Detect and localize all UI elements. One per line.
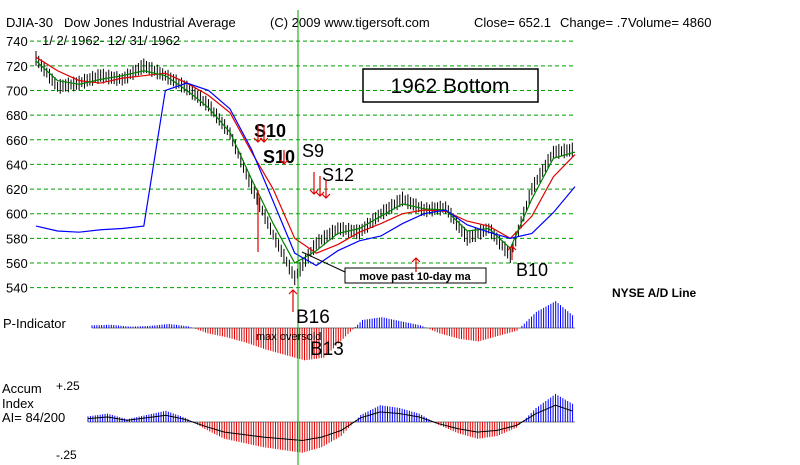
ma21-line — [35, 56, 576, 254]
header-close: Close= 652.1 — [474, 15, 551, 30]
header-copyright: (C) 2009 www.tigersoft.com — [270, 15, 430, 30]
label-index: Index — [2, 396, 34, 411]
ad-line — [35, 82, 576, 267]
arrow-s12-a — [309, 172, 319, 195]
arrow-b16 — [288, 289, 298, 312]
title-box — [362, 68, 539, 103]
y-tick-label: 620 — [6, 182, 28, 197]
ma10-line — [35, 60, 576, 264]
signal-b10: B10 — [516, 260, 548, 280]
callout-text: move past 10-day ma — [359, 271, 471, 283]
label-ai-ratio: AI= 84/200 — [2, 410, 65, 425]
signal-s10-upper: S10 — [254, 121, 286, 141]
arrow-s12-b — [315, 176, 325, 197]
y-tick-label: 560 — [6, 256, 28, 271]
header-name: Dow Jones Industrial Average — [64, 15, 236, 30]
arrow-s12-c — [321, 180, 331, 199]
arrow-s10-c — [279, 150, 289, 165]
arrow-b10 — [507, 245, 517, 260]
y-tick-label: 540 — [6, 281, 28, 296]
signal-arrows — [253, 125, 517, 312]
title-box-text: 1962 Bottom — [390, 75, 509, 98]
label-accum: Accum — [2, 381, 42, 396]
header-symbol: DJIA-30 — [6, 15, 53, 30]
y-tick-label: 660 — [6, 133, 28, 148]
signal-b13: B13 — [310, 339, 344, 360]
y-tick-label: 600 — [6, 207, 28, 222]
ai-top-tick: +.25 — [56, 379, 80, 393]
signal-s12: S12 — [322, 165, 354, 185]
y-tick-label: 640 — [6, 157, 28, 172]
note-max-oversold: max oversold — [256, 331, 321, 343]
ai-ma-line — [87, 404, 573, 441]
signal-b16: B16 — [296, 307, 330, 328]
y-tick-label: 740 — [6, 34, 28, 49]
arrow-s10-b — [259, 125, 269, 143]
header-volume: Volume= 4860 — [628, 15, 711, 30]
signal-s10-lower: S10 — [263, 147, 295, 167]
callout-pointer — [301, 251, 346, 273]
signal-s9: S9 — [302, 141, 324, 161]
y-tick-label: 720 — [6, 59, 28, 74]
label-p-indicator: P-Indicator — [3, 316, 67, 331]
y-tick-label: 700 — [6, 83, 28, 98]
y-tick-label: 680 — [6, 108, 28, 123]
header-date-range: 1/ 2/ 1962- 12/ 31/ 1962 — [42, 33, 180, 48]
y-tick-label: 580 — [6, 231, 28, 246]
header-change: Change= .7 — [560, 15, 628, 30]
ai-bottom-tick: -.25 — [56, 448, 77, 462]
arrow-mid — [411, 257, 421, 272]
label-ad-line: NYSE A/D Line — [612, 286, 697, 300]
